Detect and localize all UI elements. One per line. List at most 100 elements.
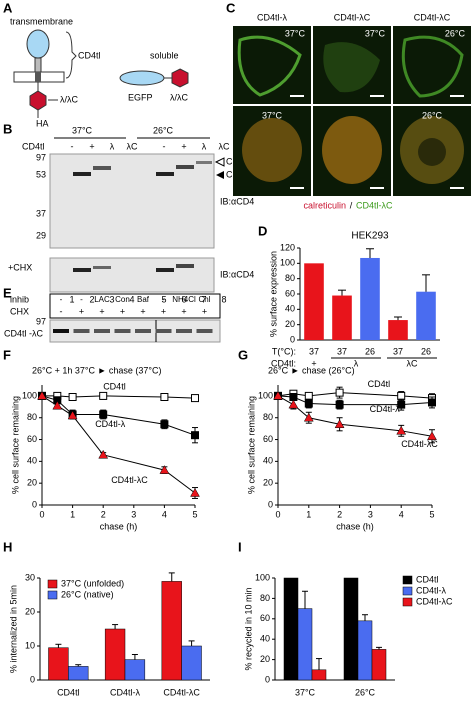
cell: Baf (137, 295, 150, 304)
x-tick-label: 0 (39, 509, 44, 519)
marker (160, 420, 169, 429)
y-tick-label: 30 (25, 572, 35, 582)
legend-label: 26°C (native) (61, 589, 114, 599)
band (73, 172, 91, 176)
series-line (277, 395, 433, 406)
band (196, 161, 212, 164)
panel-c: CD4tl-λ CD4tl-λC CD4tl-λC 37°C 37°C 26°C… (233, 12, 471, 210)
band (155, 329, 172, 333)
bar (332, 295, 352, 340)
marker (191, 431, 199, 440)
marker (397, 391, 406, 400)
x-tick-label: 37°C (295, 687, 316, 697)
series-label: CD4tl-λ (370, 404, 401, 414)
cell: + (181, 306, 186, 316)
y-axis-label: % cell surface remaining (10, 396, 20, 494)
panel-label: F (3, 347, 11, 362)
hexagon (171, 68, 189, 88)
y-tick-label: 40 (27, 456, 37, 466)
series-line (41, 395, 196, 436)
panel-label: H (3, 539, 12, 554)
band (53, 329, 69, 333)
x-tick-label: 37 (393, 346, 403, 356)
marker (304, 399, 313, 408)
marker (273, 390, 283, 400)
legend-swatch (47, 579, 58, 589)
x-tick-label: 26°C (355, 687, 376, 697)
cell: - (60, 295, 63, 304)
bar (124, 659, 146, 681)
label: λ/λC (60, 94, 79, 104)
y-tick-label: 20 (27, 478, 37, 488)
temp-label: 26°C (422, 110, 443, 120)
x-tick-label: 4 (162, 509, 167, 519)
row-label: inhib (10, 294, 29, 304)
y-tick-label: 100 (280, 258, 295, 268)
arrowhead (216, 171, 224, 179)
caption: CD4tl-λC (356, 200, 393, 210)
y-tick-label: 60 (263, 434, 273, 444)
legend-swatch (402, 597, 413, 607)
bar (371, 649, 387, 681)
panel-label: G (238, 347, 248, 362)
lane-number: 6 (181, 294, 186, 304)
x-tick-label: 26 (365, 346, 375, 356)
x-tick-label: 26 (421, 346, 431, 356)
band (93, 166, 111, 170)
bar (181, 645, 202, 681)
panel-label: I (238, 539, 242, 554)
cell: Con (115, 295, 130, 304)
hexagon (29, 90, 47, 111)
caption: calreticulin (303, 200, 346, 210)
y-tick-label: 100 (258, 390, 273, 400)
blot (49, 153, 215, 249)
band (114, 329, 131, 333)
row-label: CD4tl: (271, 358, 296, 368)
y-tick-label: 40 (285, 304, 295, 314)
lane-label: + (89, 141, 94, 151)
bar (360, 257, 380, 340)
series-line (41, 395, 196, 494)
panel-label: D (258, 223, 267, 238)
label: +CHX (8, 262, 32, 272)
series-line (42, 395, 196, 399)
group-label: λC (407, 358, 419, 368)
y-axis-label: % cell surface remaining (246, 396, 256, 494)
label: 37°C (72, 125, 93, 135)
chart-title: HEK293 (351, 231, 389, 242)
blot (49, 257, 215, 293)
lane-number: 2 (89, 294, 94, 304)
bar (304, 263, 324, 340)
y-tick-label: 40 (260, 634, 270, 644)
marker (37, 390, 47, 400)
mw-label: 53 (36, 169, 46, 179)
y-axis-label: % surface expression (268, 251, 278, 337)
caption: / (350, 200, 353, 210)
x-tick-label: 1 (70, 509, 75, 519)
bar (357, 620, 373, 681)
x-tick-label: 37 (309, 346, 319, 356)
y-tick-label: 0 (32, 499, 37, 509)
y-tick-label: 20 (25, 606, 35, 616)
x-tick-label: 1 (306, 509, 311, 519)
series-label: CD4tl (103, 381, 126, 391)
panel-label: C (226, 0, 236, 15)
y-tick-label: 80 (285, 273, 295, 283)
group-label: λ (354, 358, 359, 368)
bar (311, 669, 327, 681)
cell: + (120, 306, 125, 316)
legend-label: 37°C (unfolded) (61, 578, 124, 588)
y-tick-label: 0 (265, 674, 270, 684)
cell: - (162, 295, 165, 304)
lane-number: 8 (221, 294, 226, 304)
lane-number: 5 (161, 294, 166, 304)
y-tick-label: 100 (255, 572, 270, 582)
series-label: CD4tl-λC (111, 475, 148, 485)
marker (334, 419, 345, 429)
table-frame (49, 293, 221, 319)
band-label: CD4tl -λC (4, 328, 44, 338)
lane-number: 1 (69, 294, 74, 304)
y-tick-label: 0 (268, 499, 273, 509)
marker (52, 400, 63, 410)
band (156, 172, 174, 176)
